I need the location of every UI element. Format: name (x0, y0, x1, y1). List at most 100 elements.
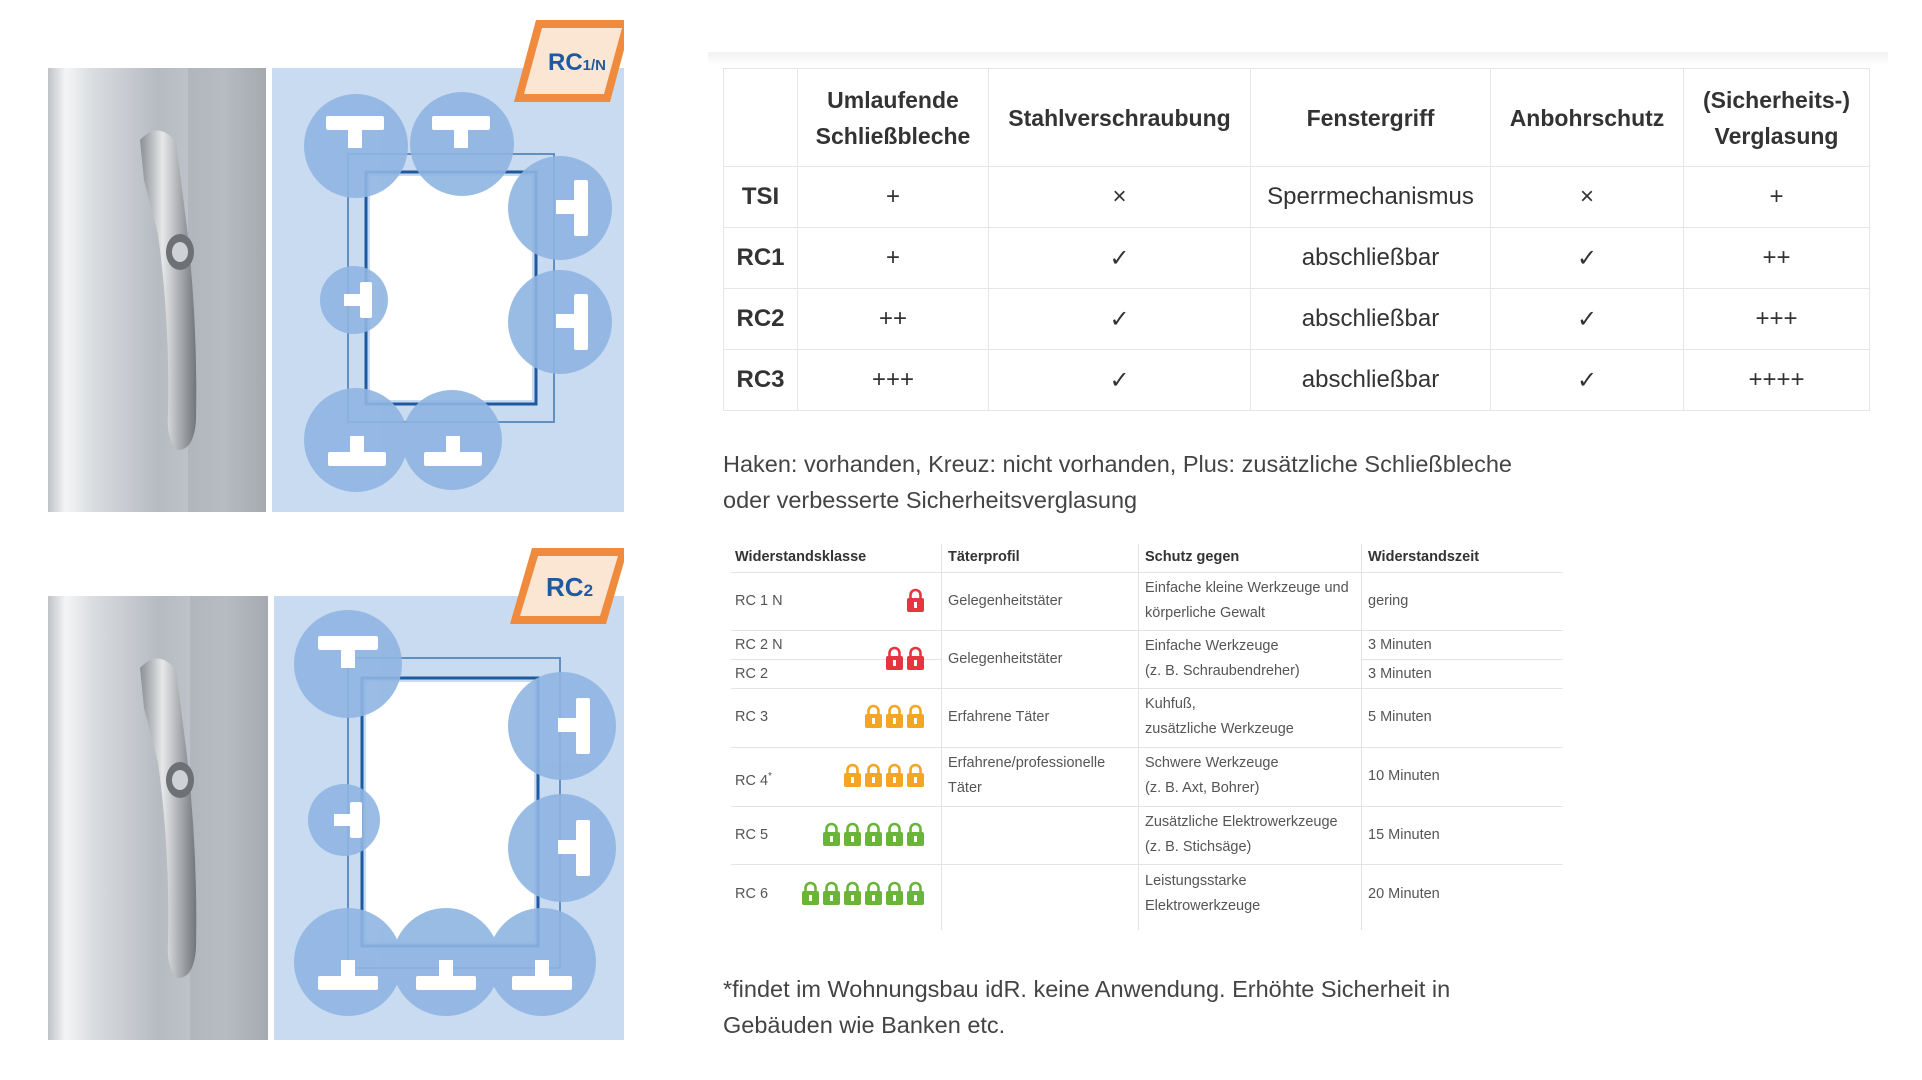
cell-stahlverschraubung: ✓ (988, 288, 1251, 350)
row-rc4-schutz-line2: (z. B. Axt, Bohrer) (1145, 780, 1260, 796)
padlock-icon (865, 881, 882, 905)
row-rc1n-schutz-line1: Einfache kleine Werkzeuge und (1145, 580, 1349, 596)
padlock-icon (823, 822, 840, 846)
padlock-icon (802, 881, 819, 905)
header-fenstergriff: Fenstergriff (1250, 68, 1491, 167)
table-row: TSI + × Sperrmechanismus × + (723, 166, 1870, 228)
cell-verglasung: ++ (1683, 227, 1870, 289)
row-divider (1361, 659, 1563, 660)
padlock-icon (886, 704, 903, 728)
footnote: *findet im Wohnungsbau idR. keine Anwend… (723, 971, 1623, 1043)
rc1-badge-label: RC1/N (548, 49, 606, 76)
cell-schliessbleche: + (797, 227, 989, 289)
row-rc6-zeit: 20 Minuten (1368, 886, 1440, 902)
table-row: RC2 ++ ✓ abschließbar ✓ +++ (723, 288, 1870, 350)
column-divider (1361, 544, 1362, 930)
footnote-line1: *findet im Wohnungsbau idR. keine Anwend… (723, 976, 1451, 1002)
row-rc4-class-label: RC 4 (735, 772, 769, 789)
padlock-icon (907, 881, 924, 905)
padlock-icon (865, 822, 882, 846)
cell-verglasung: +++ (1683, 288, 1870, 350)
cell-fenstergriff: abschließbar (1250, 288, 1491, 350)
resistance-class-table: Widerstandsklasse Täterprofil Schutz geg… (731, 544, 1563, 930)
cell-fenstergriff: abschließbar (1250, 227, 1491, 289)
cell-anbohrschutz: ✓ (1490, 288, 1684, 350)
row-rc3-taeter: Erfahrene Täter (948, 709, 1050, 725)
legend-note-line2: oder verbesserte Sicherheitsverglasung (723, 487, 1138, 513)
column-divider (941, 544, 942, 930)
row-rc6-class: RC 6 (735, 886, 769, 902)
row-rc6-schutz-line2: Elektrowerkzeuge (1145, 898, 1261, 914)
footnote-line2: Gebäuden wie Banken etc. (723, 1012, 1006, 1038)
cell-stahlverschraubung: ✓ (988, 349, 1251, 411)
row-class: TSI (723, 166, 798, 228)
row-rc3-class: RC 3 (735, 709, 769, 725)
row-divider (731, 864, 1563, 865)
row-rc1n-class: RC 1 N (735, 593, 783, 609)
table-top-shadow (708, 52, 1888, 66)
header-widerstandsklasse: Widerstandsklasse (735, 549, 867, 565)
row-rc2-schutz-line1: Einfache Werkzeuge (1145, 638, 1279, 654)
cell-anbohrschutz: ✓ (1490, 227, 1684, 289)
row-rc2-zeit: 3 Minuten (1368, 666, 1432, 682)
header-anbohrschutz: Anbohrschutz (1490, 68, 1684, 167)
row-class: RC2 (723, 288, 798, 350)
row-divider (731, 806, 1563, 807)
rc1-window-illustration: RC1/N (48, 20, 624, 512)
comparison-header-row: Umlaufende Schließbleche Stahlverschraub… (723, 68, 1870, 167)
padlock-icon (886, 646, 903, 670)
legend-note: Haken: vorhanden, Kreuz: nicht vorhanden… (723, 446, 1623, 518)
rc1-window-diagram: RC1/N (48, 20, 624, 512)
row-rc4-class: RC 4* (735, 764, 772, 794)
cell-verglasung: + (1683, 166, 1870, 228)
padlock-icon (844, 822, 861, 846)
row-rc4-taeter-line2: Täter (948, 780, 982, 796)
cell-schliessbleche: ++ (797, 288, 989, 350)
legend-note-line1: Haken: vorhanden, Kreuz: nicht vorhanden… (723, 451, 1513, 477)
header-verglasung: (Sicherheits-) Verglasung (1683, 68, 1870, 167)
padlock-icon (907, 704, 924, 728)
header-schutz-gegen: Schutz gegen (1145, 549, 1240, 565)
lock-icons-rc5 (822, 822, 925, 847)
cell-schliessbleche: + (797, 166, 989, 228)
row-divider (731, 572, 1563, 573)
row-rc5-schutz-line1: Zusätzliche Elektrowerkzeuge (1145, 814, 1338, 830)
column-divider (1138, 544, 1139, 930)
row-divider (731, 630, 1563, 631)
padlock-icon (907, 822, 924, 846)
row-rc5-zeit: 15 Minuten (1368, 827, 1440, 843)
row-rc3-schutz-line1: Kuhfuß, (1145, 696, 1196, 712)
lock-icons-rc2 (885, 646, 925, 671)
cell-fenstergriff: Sperrmechanismus (1250, 166, 1491, 228)
row-rc2n-class: RC 2 N (735, 637, 783, 653)
padlock-icon (886, 822, 903, 846)
padlock-icon (907, 588, 924, 612)
row-rc3-schutz-line2: zusätzliche Werkzeuge (1145, 721, 1294, 737)
cell-fenstergriff: abschließbar (1250, 349, 1491, 411)
header-taeterprofil: Täterprofil (948, 549, 1020, 565)
rc2-badge-label: RC2 (546, 572, 593, 602)
rc2-window-illustration: RC2 (48, 548, 624, 1040)
lock-icons-rc6 (801, 881, 925, 906)
cell-stahlverschraubung: ✓ (988, 227, 1251, 289)
padlock-icon (844, 763, 861, 787)
row-divider (731, 688, 1563, 689)
cell-verglasung: ++++ (1683, 349, 1870, 411)
rc2-window-diagram: RC2 (48, 548, 624, 1040)
row-rc1n-zeit: gering (1368, 593, 1409, 609)
row-class: RC1 (723, 227, 798, 289)
table-row: RC3 +++ ✓ abschließbar ✓ ++++ (723, 349, 1870, 411)
row-rc2-class: RC 2 (735, 666, 769, 682)
row-rc4-footnote-mark: * (768, 771, 772, 782)
rc1-badge: RC1/N (514, 20, 624, 102)
row-rc4-taeter-line1: Erfahrene/professionelle (948, 755, 1106, 771)
row-rc2-taeter: Gelegenheitstäter (948, 651, 1063, 667)
lock-icons-rc3 (864, 704, 925, 729)
padlock-icon (865, 704, 882, 728)
row-rc1n-schutz-line2: körperliche Gewalt (1145, 605, 1266, 621)
row-divider (731, 659, 941, 660)
row-class: RC3 (723, 349, 798, 411)
header-empty (723, 68, 798, 167)
padlock-icon (886, 881, 903, 905)
padlock-icon (886, 763, 903, 787)
